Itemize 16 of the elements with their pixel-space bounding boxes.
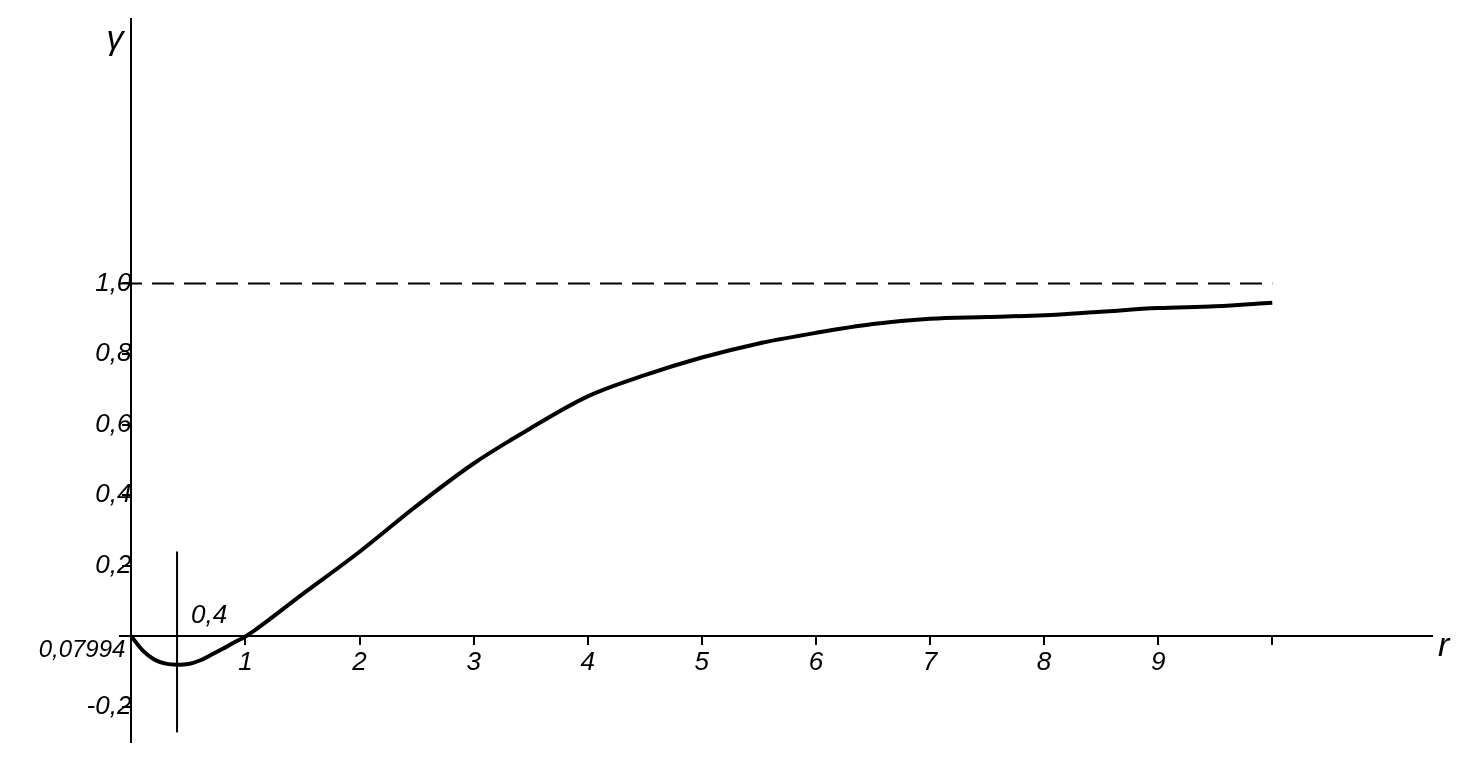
y-tick-label: 0,8 bbox=[95, 337, 132, 368]
y-tick-label: 0,6 bbox=[95, 407, 132, 438]
y-tick-label: 0,4 bbox=[95, 478, 132, 509]
x-axis-title: r bbox=[1438, 624, 1451, 663]
y-axis-title: γ bbox=[106, 18, 126, 57]
x-tick-label: 7 bbox=[922, 646, 939, 677]
x-tick-label: 9 bbox=[1150, 646, 1166, 677]
x-tick-label: 6 bbox=[808, 646, 824, 677]
x-tick-label: 4 bbox=[580, 646, 595, 677]
x-tick-label: 5 bbox=[694, 646, 710, 677]
x-tick-label: 1 bbox=[238, 646, 253, 677]
x-tick-label: 8 bbox=[1036, 646, 1052, 677]
x-tick-label: 3 bbox=[466, 646, 482, 677]
annotation: 0,07994 bbox=[38, 635, 126, 663]
ref-line-label: 0,4 bbox=[191, 598, 228, 629]
x-tick-label: 2 bbox=[351, 646, 368, 677]
